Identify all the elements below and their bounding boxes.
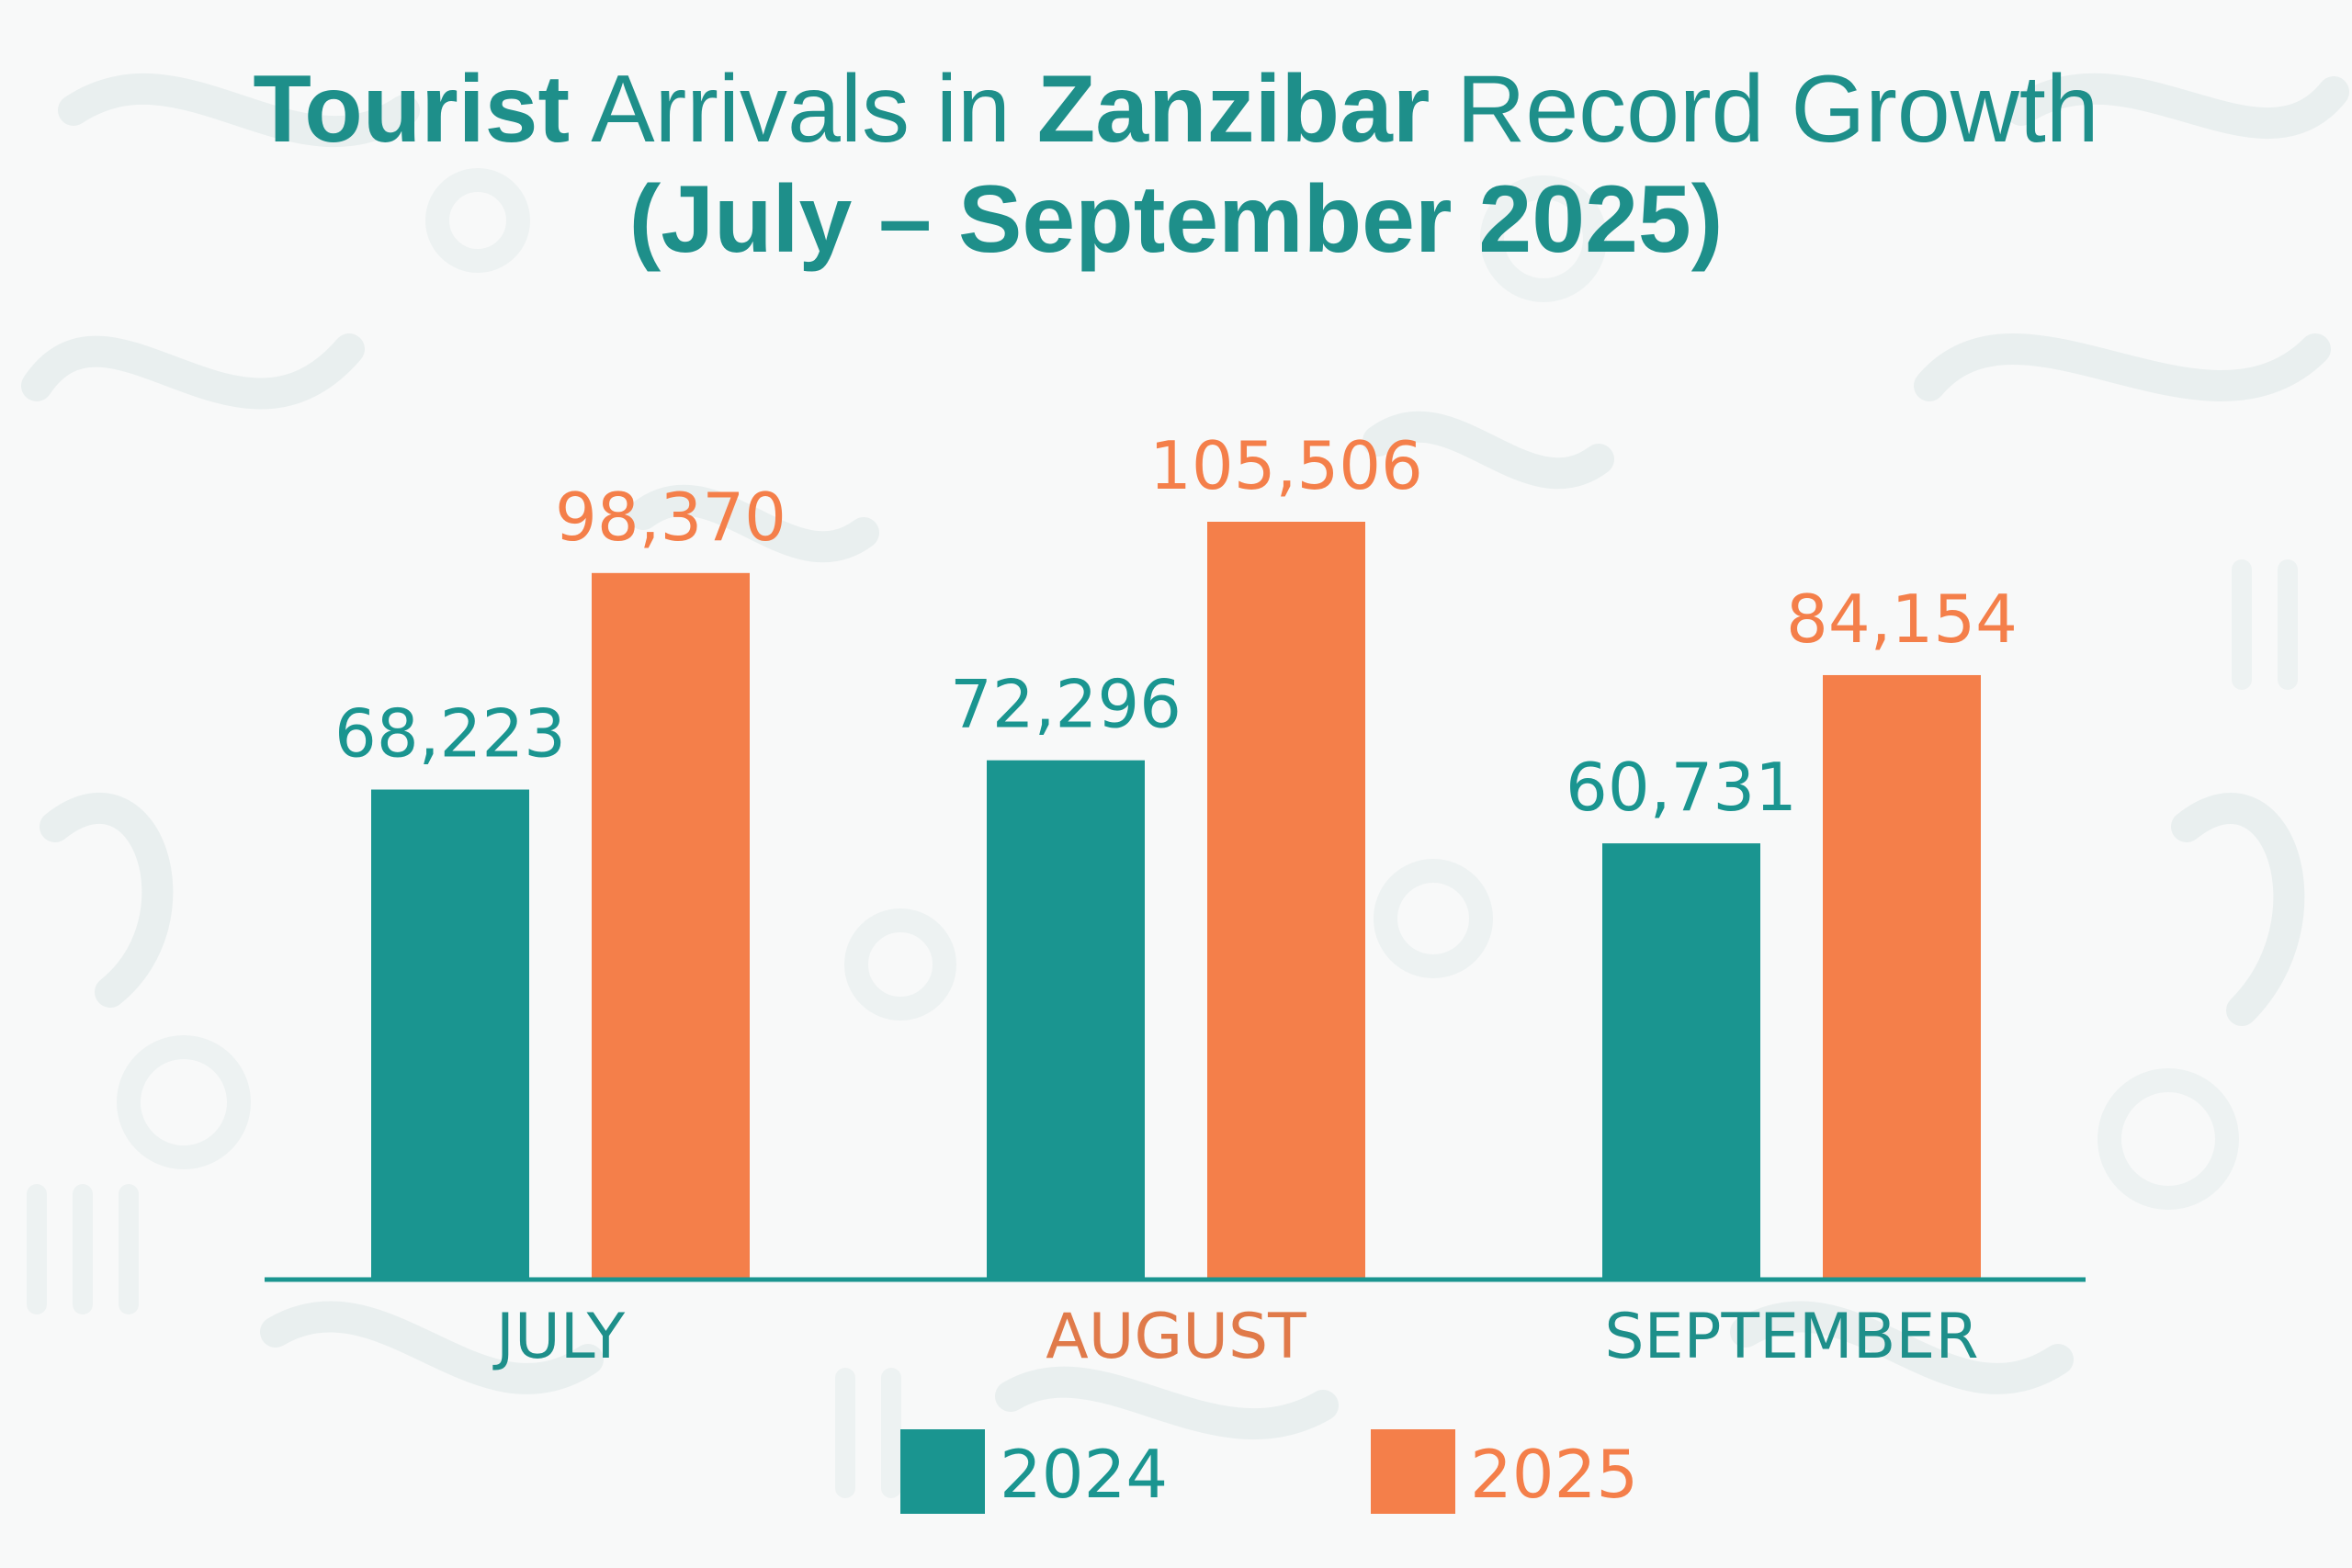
- title-line-2: (July – September 2025): [628, 165, 1724, 273]
- bar-2024-august: [987, 760, 1145, 1280]
- value-label-2025-august: 105,506: [1149, 427, 1423, 504]
- legend-swatch-2024: [900, 1429, 985, 1514]
- value-label-2024-july: 68,223: [334, 695, 566, 773]
- bar-2025-july: [592, 572, 750, 1280]
- value-label-2024-september: 60,731: [1566, 749, 1797, 826]
- chart-title: Tourist Arrivals in Zanzibar Record Grow…: [0, 55, 2352, 275]
- category-label-august: AUGUST: [1046, 1301, 1306, 1373]
- bar-2025-august: [1207, 522, 1365, 1280]
- legend-swatch-2025: [1371, 1429, 1455, 1514]
- title-word-tourist: Tourist: [253, 56, 571, 163]
- title-line-1: Tourist Arrivals in Zanzibar Record Grow…: [0, 55, 2352, 165]
- title-text-record-growth: Record Growth: [1430, 56, 2099, 163]
- bar-2024-september: [1602, 843, 1760, 1280]
- value-label-2024-august: 72,296: [950, 666, 1182, 743]
- category-label-july: JULY: [492, 1301, 626, 1373]
- value-label-2025-july: 98,370: [555, 479, 786, 556]
- bar-2024-july: [371, 789, 529, 1280]
- bar-2025-september: [1823, 674, 1981, 1280]
- title-word-zanzibar: Zanzibar: [1036, 56, 1430, 163]
- category-label-september: SEPTEMBER: [1604, 1301, 1978, 1373]
- value-label-2025-september: 84,154: [1786, 581, 2018, 658]
- title-text-arrivals-in: Arrivals in: [570, 56, 1037, 163]
- legend-label-2025: 2025: [1470, 1436, 1638, 1513]
- legend-label-2024: 2024: [1000, 1436, 1168, 1513]
